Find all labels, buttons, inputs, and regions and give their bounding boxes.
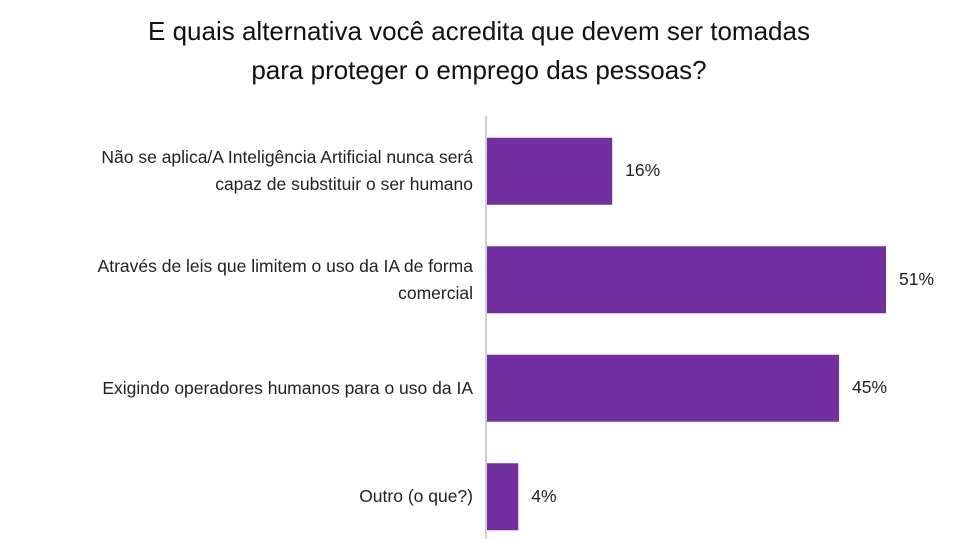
category-label-line: Não se aplica/A Inteligência Artificial …	[101, 147, 473, 168]
chart-title-line: E quais alternativa você acredita que de…	[148, 16, 810, 46]
category-label-line: Exigindo operadores humanos para o uso d…	[102, 377, 473, 398]
bar	[487, 463, 519, 531]
bar	[487, 137, 613, 205]
category-label: Exigindo operadores humanos para o uso d…	[3, 348, 473, 428]
bar	[487, 354, 840, 422]
category-label: Não se aplica/A Inteligência Artificial …	[3, 131, 473, 211]
data-label: 4%	[531, 485, 557, 506]
data-label: 16%	[625, 160, 661, 181]
category-label: Através de leis que limitem o uso da IA …	[3, 240, 473, 320]
category-label-line: Através de leis que limitem o uso da IA …	[97, 255, 473, 276]
chart-title-line: para proteger o emprego das pessoas?	[251, 55, 707, 85]
bar	[487, 246, 886, 314]
chart-title: E quais alternativa você acredita que de…	[0, 12, 958, 90]
category-label: Outro (o que?)	[3, 457, 473, 537]
category-label-line: comercial	[398, 282, 473, 303]
category-label-line: capaz de substituir o ser humano	[215, 174, 473, 195]
category-label-line: Outro (o que?)	[359, 486, 473, 507]
data-label: 51%	[899, 268, 935, 289]
data-label: 45%	[852, 377, 888, 398]
